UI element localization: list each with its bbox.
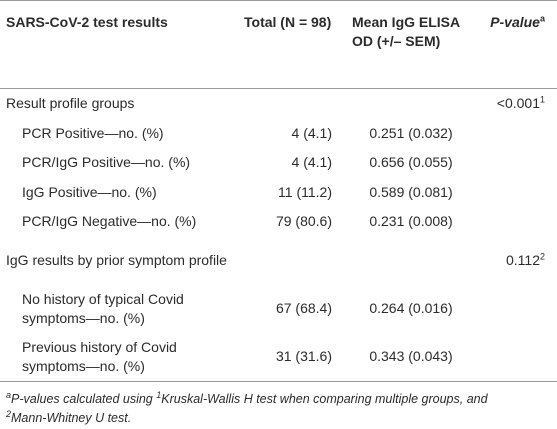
- total-cell: 4 (4.1): [291, 154, 332, 171]
- results-table: SARS-CoV-2 test results Total (N = 98) M…: [0, 0, 557, 382]
- group-label: Result profile groups: [6, 95, 135, 112]
- data-row: No history of typical Covid symptoms—no.…: [0, 285, 557, 333]
- footnote-sup: a: [6, 389, 12, 400]
- mean-cell: 0.231 (0.008): [369, 213, 453, 230]
- header-cell: Mean IgG ELISA OD (+/– SEM): [346, 1, 476, 89]
- row-label: IgG Positive—no. (%): [22, 183, 157, 200]
- total-cell: 67 (68.4): [275, 300, 332, 316]
- p-value-sup: 2: [539, 251, 545, 262]
- cell: [476, 207, 557, 237]
- total-cell: 11 (11.2): [278, 183, 332, 200]
- header-text: Total (N = 98): [244, 14, 332, 30]
- group-row: Result profile groups <0.0011: [0, 89, 557, 119]
- data-row: PCR/IgG Positive—no. (%) 4 (4.1) 0.656 (0.…: [0, 148, 557, 178]
- p-value-cell: <0.0011: [476, 89, 557, 119]
- cell: [476, 148, 557, 178]
- row-label: PCR Positive—no. (%): [22, 124, 164, 141]
- row-label: PCR/IgG Negative—no. (%): [22, 213, 197, 230]
- mean-cell: 0.251 (0.032): [369, 124, 453, 141]
- header-cell: Total (N = 98): [238, 1, 346, 89]
- data-row: IgG Positive—no. (%) 11 (11.2) 0.589 (0.08…: [0, 178, 557, 208]
- cell: [476, 119, 557, 149]
- table-header: SARS-CoV-2 test results Total (N = 98) M…: [0, 0, 557, 89]
- group-label: IgG results by prior symptom profile: [6, 252, 227, 268]
- cell: [238, 237, 346, 285]
- footnote-sup: 1: [156, 389, 162, 400]
- header-cell: SARS-CoV-2 test results: [0, 1, 238, 89]
- footnote-text: Kruskal-Wallis H test when comparing mul…: [161, 391, 488, 406]
- header-text: P-value: [490, 14, 540, 30]
- row-label: No history of typical Covid symptoms—no.…: [22, 290, 184, 326]
- mean-cell: 0.264 (0.016): [369, 300, 453, 316]
- footnote: aP-values calculated using 1Kruskal-Wall…: [0, 382, 557, 428]
- footnote-sup: 2: [6, 408, 12, 419]
- header-cell: P-valuea: [476, 1, 557, 89]
- mean-cell: 0.589 (0.081): [369, 183, 453, 200]
- total-cell: 31 (31.6): [275, 348, 332, 364]
- p-value-cell: 0.1122: [476, 237, 557, 285]
- data-row: PCR/IgG Negative—no. (%) 79 (80.6) 0.231 (…: [0, 207, 557, 237]
- data-row: PCR Positive—no. (%) 4 (4.1) 0.251 (0.032): [0, 119, 557, 149]
- data-row: Previous history of Covid symptoms—no. (…: [0, 333, 557, 382]
- row-label: PCR/IgG Positive—no. (%): [22, 154, 191, 171]
- cell: [346, 89, 476, 119]
- p-value: 0.112: [505, 252, 540, 268]
- header-text: SARS-CoV-2 test results: [6, 14, 168, 30]
- cell: [476, 178, 557, 208]
- header-row: SARS-CoV-2 test results Total (N = 98) M…: [0, 0, 557, 89]
- total-cell: 79 (80.6): [275, 213, 332, 230]
- total-cell: 4 (4.1): [291, 124, 332, 141]
- mean-cell: 0.656 (0.055): [369, 154, 453, 171]
- cell: [476, 333, 557, 382]
- row-label: Previous history of Covid symptoms—no. (…: [22, 338, 177, 374]
- table-body: Result profile groups <0.0011 PCR Positive…: [0, 89, 557, 382]
- header-sup: a: [539, 13, 545, 24]
- group-row: IgG results by prior symptom profile 0.11…: [0, 237, 557, 285]
- header-text: Mean IgG ELISA OD (+/– SEM): [352, 14, 460, 49]
- cell: [238, 89, 346, 119]
- p-value: <0.001: [496, 95, 540, 112]
- p-value-sup: 1: [539, 94, 545, 105]
- footnote-text: P-values calculated using: [11, 391, 157, 406]
- cell: [346, 237, 476, 285]
- footnote-text: Mann-Whitney U test.: [11, 410, 132, 425]
- mean-cell: 0.343 (0.043): [369, 348, 453, 364]
- cell: [476, 285, 557, 333]
